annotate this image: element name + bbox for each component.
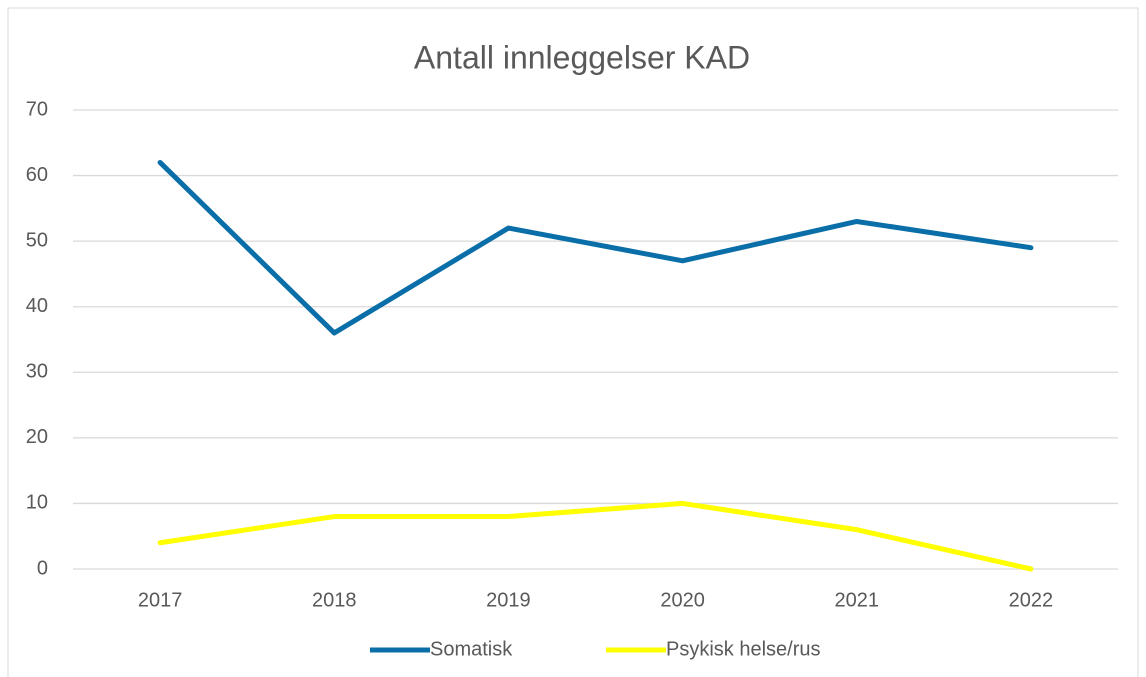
chart-title: Antall innleggelser KAD [414,39,750,75]
series-line [157,500,1034,572]
legend-label: Psykisk helse/rus [666,638,821,660]
chart-border [7,7,1139,677]
x-tick-label: 2021 [835,589,880,611]
series-line [157,159,1034,336]
y-tick-label: 10 [26,492,48,514]
x-tick-label: 2018 [312,589,357,611]
x-tick-label: 2020 [660,589,705,611]
y-tick-label: 20 [26,426,48,448]
legend-label: Somatisk [430,638,513,660]
y-tick-label: 40 [26,295,48,317]
x-tick-label: 2022 [1009,589,1054,611]
x-tick-label: 2019 [486,589,531,611]
y-tick-label: 30 [26,361,48,383]
x-tick-label: 2017 [138,589,183,611]
y-tick-label: 70 [26,98,48,120]
y-tick-label: 50 [26,229,48,251]
y-tick-label: 60 [26,164,48,186]
y-tick-label: 0 [37,557,48,579]
